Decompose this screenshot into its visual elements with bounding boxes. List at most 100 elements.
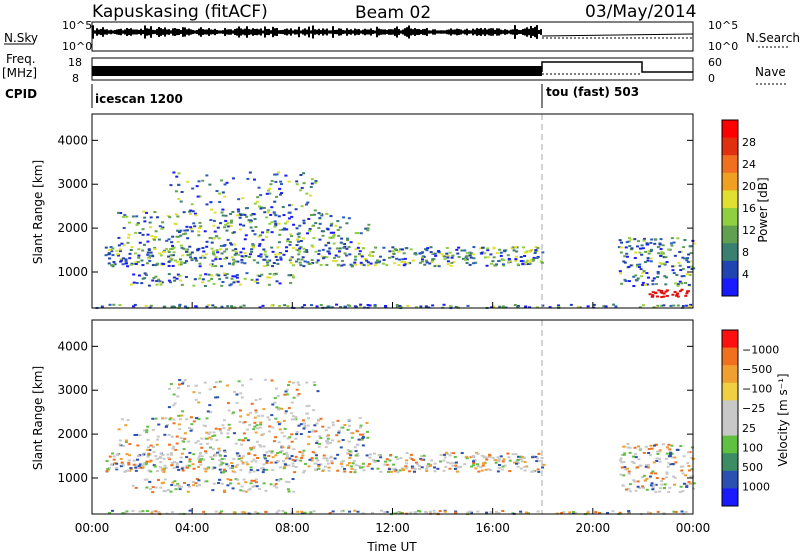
scatter-cell — [213, 211, 217, 214]
scatter-cell — [622, 474, 626, 477]
scatter-cell — [449, 462, 453, 465]
scatter-cell — [222, 226, 226, 229]
scatter-cell — [309, 511, 313, 514]
scatter-cell — [276, 452, 280, 455]
scatter-cell — [253, 233, 257, 236]
scatter-cell — [636, 240, 640, 243]
scatter-cell — [254, 225, 258, 228]
scatter-cell — [269, 461, 273, 464]
scatter-cell — [618, 459, 622, 462]
scatter-cell — [258, 398, 262, 401]
scatter-cell — [263, 457, 267, 460]
scatter-cell — [163, 433, 167, 436]
scatter-cell — [430, 261, 434, 264]
scatter-cell — [144, 211, 148, 214]
scatter-cell — [154, 486, 158, 489]
scatter-cell — [332, 256, 336, 259]
scatter-cell — [278, 187, 282, 190]
scatter-cell — [242, 511, 246, 514]
scatter-cell — [255, 485, 259, 488]
scatter-cell — [669, 242, 673, 245]
noise-mark — [478, 28, 480, 36]
scatter-cell — [685, 273, 689, 276]
noise-mark — [252, 28, 254, 36]
scatter-cell — [114, 467, 118, 470]
scatter-cell — [186, 180, 190, 183]
scatter-cell — [531, 456, 535, 459]
scatter-cell — [428, 465, 432, 468]
scatter-cell — [179, 229, 183, 232]
scatter-cell — [612, 303, 616, 306]
scatter-cell — [379, 470, 383, 473]
scatter-cell — [313, 462, 317, 465]
scatter-cell — [211, 252, 215, 255]
scatter-cell — [205, 203, 209, 206]
scatter-cell — [294, 208, 298, 211]
scatter-cell — [270, 451, 274, 454]
scatter-cell — [413, 467, 417, 470]
scatter-cell — [264, 489, 268, 492]
colorbar-segment — [722, 172, 738, 191]
scatter-cell — [481, 464, 485, 467]
scatter-cell — [641, 476, 645, 479]
scatter-cell — [209, 455, 213, 458]
scatter-cell — [174, 484, 178, 487]
scatter-cell — [162, 467, 166, 470]
scatter-cell — [162, 470, 166, 473]
scatter-cell — [269, 183, 273, 186]
scatter-cell — [366, 229, 370, 232]
scatter-cell — [234, 248, 238, 251]
scatter-cell — [154, 455, 158, 458]
freq-label: Freq. — [6, 52, 36, 66]
scatter-cell — [523, 262, 527, 265]
scatter-cell — [652, 277, 656, 280]
scatter-cell — [116, 453, 120, 456]
scatter-cell — [471, 464, 475, 467]
scatter-cell — [683, 239, 687, 242]
scatter-cell — [302, 247, 306, 250]
noise-mark — [466, 28, 468, 36]
scatter-cell — [662, 292, 666, 295]
scatter-cell — [302, 427, 306, 430]
noise-mark — [92, 25, 94, 39]
scatter-cell — [223, 454, 227, 457]
scatter-cell — [391, 468, 395, 471]
scatter-cell — [532, 258, 536, 261]
scatter-cell — [302, 222, 306, 225]
scatter-cell — [448, 251, 452, 254]
scatter-cell — [515, 462, 519, 465]
scatter-cell — [363, 257, 367, 260]
scatter-cell — [675, 292, 679, 295]
scatter-cell — [286, 220, 290, 223]
scatter-cell — [179, 244, 183, 247]
scatter-cell — [287, 274, 291, 277]
noise-mark — [202, 29, 204, 35]
x-axis-label: Time UT — [366, 540, 417, 554]
scatter-cell — [479, 466, 483, 469]
scatter-cell — [178, 428, 182, 431]
scatter-cell — [317, 467, 321, 470]
scatter-cell — [208, 236, 212, 239]
scatter-cell — [133, 252, 137, 255]
scatter-cell — [167, 238, 171, 241]
noise-mark — [182, 27, 184, 37]
scatter-cell — [207, 273, 211, 276]
scatter-cell — [178, 418, 182, 421]
scatter-cell — [692, 267, 696, 270]
scatter-cell — [136, 260, 140, 263]
scatter-cell — [687, 266, 691, 269]
scatter-cell — [658, 261, 662, 264]
noise-mark — [272, 26, 274, 38]
scatter-cell — [412, 259, 416, 262]
scatter-cell — [429, 246, 433, 249]
scatter-cell — [343, 242, 347, 245]
scatter-cell — [185, 466, 189, 469]
scatter-cell — [658, 490, 662, 493]
scatter-cell — [274, 214, 278, 217]
scatter-cell — [519, 456, 523, 459]
scatter-cell — [521, 262, 525, 265]
scatter-cell — [237, 380, 241, 383]
scatter-cell — [179, 456, 183, 459]
scatter-cell — [385, 264, 389, 267]
scatter-cell — [127, 463, 131, 466]
